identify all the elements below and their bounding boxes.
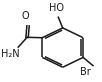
Text: Br: Br (80, 67, 91, 77)
Text: O: O (22, 11, 29, 21)
Text: HO: HO (49, 3, 64, 13)
Text: H₂N: H₂N (1, 49, 20, 59)
